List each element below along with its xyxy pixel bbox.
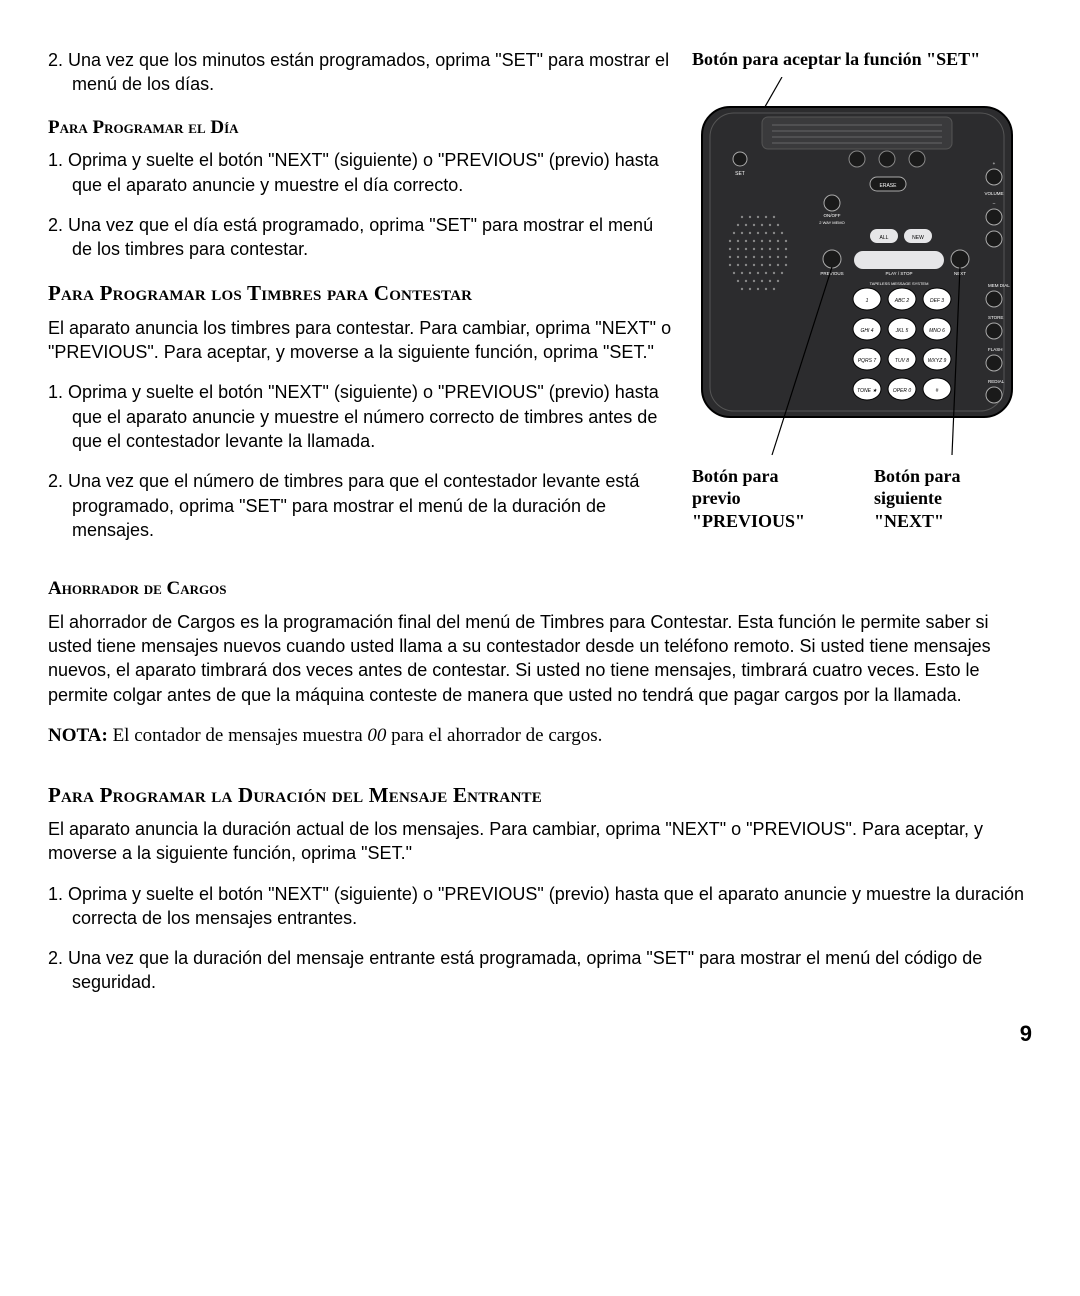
heading-dia: Para Programar el Día xyxy=(48,115,672,141)
dia-step-2: 2. Una vez que el día está programado, o… xyxy=(48,213,672,262)
callout-previous: Botón para previo "PREVIOUS" xyxy=(692,465,850,533)
duracion-step-2: 2. Una vez que la duración del mensaje e… xyxy=(48,946,1032,995)
svg-text:+: + xyxy=(993,161,996,166)
ahorrador-body: El ahorrador de Cargos es la programació… xyxy=(48,610,1032,707)
svg-text:NEW: NEW xyxy=(912,235,924,241)
svg-text:MNO 6: MNO 6 xyxy=(929,328,945,334)
svg-text:TUV 8: TUV 8 xyxy=(895,358,909,364)
svg-text:STORE: STORE xyxy=(988,315,1003,320)
callout-set: Botón para aceptar la función "SET" xyxy=(692,48,1032,71)
timbres-step-1: 1. Oprima y suelte el botón "NEXT" (sigu… xyxy=(48,380,672,453)
svg-text:JKL 5: JKL 5 xyxy=(895,328,909,334)
svg-text:TONE ★: TONE ★ xyxy=(857,388,877,394)
svg-text:FLASH: FLASH xyxy=(988,347,1003,352)
callout-next: Botón para siguiente "NEXT" xyxy=(874,465,1032,533)
timbres-step-2: 2. Una vez que el número de timbres para… xyxy=(48,469,672,542)
heading-timbres: Para Programar los Timbres para Contesta… xyxy=(48,279,672,307)
svg-text:1: 1 xyxy=(866,298,869,304)
duracion-intro: El aparato anuncia la duración actual de… xyxy=(48,817,1032,866)
svg-text:#: # xyxy=(936,388,939,394)
svg-text:ALL: ALL xyxy=(880,235,889,241)
svg-text:PREVIOUS: PREVIOUS xyxy=(820,271,843,276)
svg-text:ERASE: ERASE xyxy=(880,183,898,189)
svg-text:REDIAL: REDIAL xyxy=(988,379,1005,384)
svg-text:2 WAY MEMO: 2 WAY MEMO xyxy=(819,220,844,225)
svg-text:ON/OFF: ON/OFF xyxy=(824,213,841,218)
svg-text:VOLUME: VOLUME xyxy=(984,191,1003,196)
duracion-step-1: 1. Oprima y suelte el botón "NEXT" (sigu… xyxy=(48,882,1032,931)
svg-text:ABC 2: ABC 2 xyxy=(894,298,910,304)
dia-step-1: 1. Oprima y suelte el botón "NEXT" (sigu… xyxy=(48,148,672,197)
svg-text:DEF 3: DEF 3 xyxy=(930,298,944,304)
phone-diagram: SET ERASE + VOLUME – ON/OFF 2 WAY MEMO A… xyxy=(692,77,1022,457)
svg-text:PQRS 7: PQRS 7 xyxy=(858,358,877,364)
right-column: Botón para aceptar la función "SET" SET … xyxy=(692,48,1032,532)
svg-text:SET: SET xyxy=(735,171,745,177)
svg-text:MEM DIAL: MEM DIAL xyxy=(988,283,1010,288)
page-number: 9 xyxy=(48,1019,1032,1049)
minutes-step-2: 2. Una vez que los minutos están program… xyxy=(48,48,672,97)
svg-text:WXYZ 9: WXYZ 9 xyxy=(928,358,947,364)
left-column: 2. Una vez que los minutos están program… xyxy=(48,48,672,558)
heading-duracion: Para Programar la Duración del Mensaje E… xyxy=(48,781,1032,809)
svg-text:TAPELESS MESSAGE SYSTEM: TAPELESS MESSAGE SYSTEM xyxy=(870,281,929,286)
timbres-intro: El aparato anuncia los timbres para cont… xyxy=(48,316,672,365)
svg-text:PLAY / STOP: PLAY / STOP xyxy=(885,271,912,276)
svg-text:OPER 0: OPER 0 xyxy=(893,388,912,394)
heading-ahorrador: Ahorrador de Cargos xyxy=(48,576,1032,602)
svg-text:GHI 4: GHI 4 xyxy=(860,328,873,334)
ahorrador-note: NOTA: El contador de mensajes muestra 00… xyxy=(48,723,1032,749)
